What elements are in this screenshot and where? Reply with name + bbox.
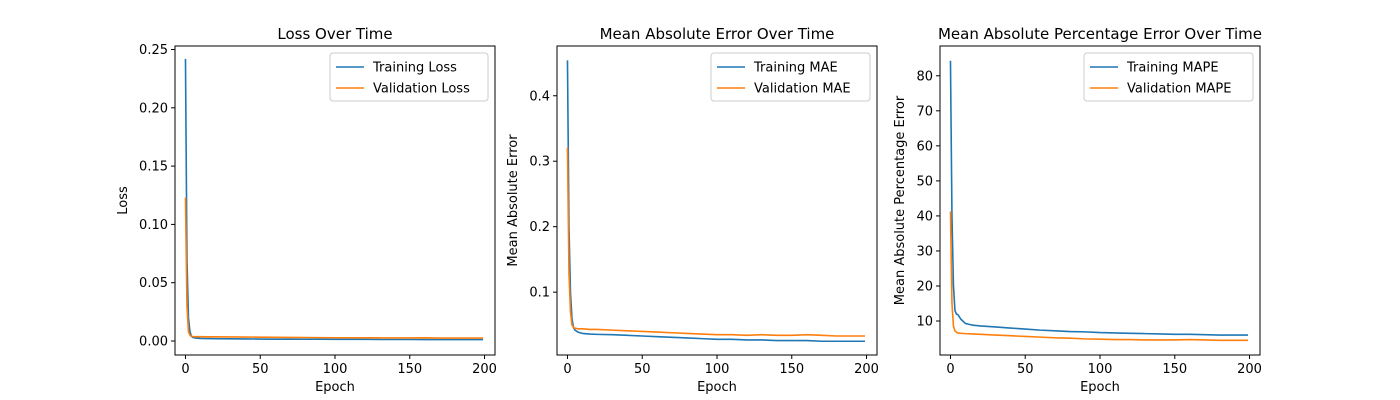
x-tick-label: 0 [946,362,954,377]
x-tick-label: 200 [854,362,879,377]
y-tick-label: 0.10 [139,218,168,233]
y-tick-label: 10 [916,315,933,330]
chart-title: Loss Over Time [277,25,392,43]
legend-box [329,52,489,102]
legend-label-1: Training Loss [372,61,457,76]
x-axis-label: Epoch [697,380,737,395]
y-tick-label: 0.05 [139,276,168,291]
legend-box [1083,52,1254,102]
chart-panel-2: 0 50 100 150 200 0.1 0.2 0.3 0.4 Mean Absolute Er… [506,25,879,395]
y-axis-label: Loss [116,186,131,215]
legend-box [710,52,871,102]
y-tick-label: 0.2 [529,220,550,235]
legend-label-1: Training MAPE [1126,61,1219,76]
x-tick-label: 50 [634,362,651,377]
legend-label-1: Training MAE [753,61,838,76]
x-tick-label: 50 [252,362,269,377]
y-tick-label: 0.25 [139,43,168,58]
legend: Training Loss Validation Loss [329,52,489,102]
x-tick-label: 100 [705,362,730,377]
legend-label-2: Validation MAPE [1127,82,1232,97]
series-line-2 [949,211,1249,342]
x-tick-label: 50 [1017,362,1034,377]
x-tick-label: 200 [1237,362,1262,377]
x-tick-label: 100 [1088,362,1113,377]
series-line-1 [566,60,866,343]
x-tick-label: 0 [181,362,189,377]
x-tick-label: 200 [472,362,497,377]
y-tick-label: 20 [916,279,933,294]
y-tick-label: 80 [916,69,933,84]
chart-title: Mean Absolute Percentage Error Over Time [938,25,1262,43]
y-tick-label: 0.1 [529,286,550,301]
y-tick-label: 60 [916,139,933,154]
y-tick-label: 0.00 [139,335,168,350]
y-axis-label: Mean Absolute Error [506,134,521,267]
chart-panel-3: 0 50 100 150 200 10 20 30 40 50 60 70 80 Mean Absolut… [893,25,1262,395]
legend-label-2: Validation Loss [373,82,470,97]
chart-title: Mean Absolute Error Over Time [600,25,835,43]
y-tick-label: 50 [916,174,933,189]
legend: Training MAPE Validation MAPE [1083,52,1254,102]
x-tick-label: 150 [397,362,422,377]
legend-label-2: Validation MAE [754,82,851,97]
series-line-2 [184,197,484,339]
series-line-1 [949,60,1249,336]
y-tick-label: 0.3 [529,155,550,170]
x-axis-label: Epoch [1080,380,1120,395]
x-tick-label: 150 [1162,362,1187,377]
x-tick-label: 0 [563,362,571,377]
y-tick-label: 40 [916,209,933,224]
series-line-2 [566,147,866,337]
y-tick-label: 0.20 [139,101,168,116]
chart-panel-1: 0 50 100 150 200 0.00 0.05 0.10 0.15 0.20 0.25 Loss… [116,25,497,395]
legend: Training MAE Validation MAE [710,52,871,102]
x-axis-label: Epoch [315,380,355,395]
x-tick-label: 150 [779,362,804,377]
x-tick-label: 100 [323,362,348,377]
y-tick-label: 0.15 [139,160,168,175]
y-tick-label: 0.4 [529,89,550,104]
y-axis-label: Mean Absolute Percentage Error [893,95,908,305]
y-tick-label: 70 [916,104,933,119]
y-tick-label: 30 [916,244,933,259]
